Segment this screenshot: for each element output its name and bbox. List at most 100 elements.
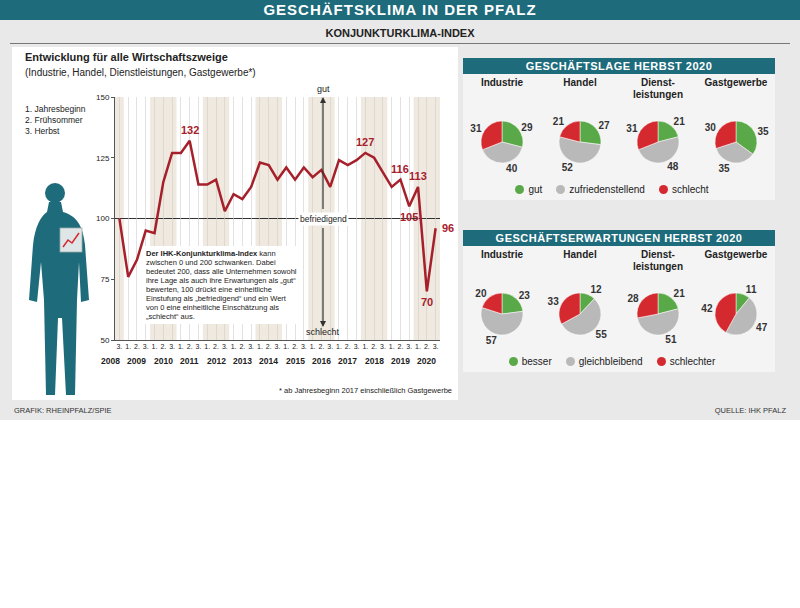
svg-text:1.: 1. <box>415 343 421 350</box>
svg-text:125: 125 <box>96 154 110 163</box>
svg-text:2.: 2. <box>345 343 351 350</box>
svg-text:31: 31 <box>626 123 638 134</box>
svg-text:96: 96 <box>442 222 454 234</box>
html-text:GESCHÄFTSKLIMA IN DER PFALZ: GESCHÄFTSKLIMA IN DER PFALZ <box>263 1 537 18</box>
svg-text:27: 27 <box>599 120 611 131</box>
svg-text:3.: 3. <box>301 343 307 350</box>
svg-text:2.: 2. <box>213 343 219 350</box>
svg-text:21: 21 <box>674 288 686 299</box>
svg-text:3.: 3. <box>380 343 386 350</box>
svg-text:1.: 1. <box>310 343 316 350</box>
svg-text:23: 23 <box>519 290 531 301</box>
html-text:KONJUNKTURKLIMA-INDEX: KONJUNKTURKLIMA-INDEX <box>325 27 475 39</box>
svg-text:150: 150 <box>96 93 110 102</box>
svg-text:51: 51 <box>665 334 677 345</box>
svg-text:2.: 2. <box>266 343 272 350</box>
svg-text:75: 75 <box>100 275 109 284</box>
svg-text:1.: 1. <box>336 343 342 350</box>
svg-text:2.: 2. <box>134 343 140 350</box>
svg-text:1.: 1. <box>204 343 210 350</box>
svg-text:2009: 2009 <box>127 356 146 366</box>
svg-text:1.: 1. <box>389 343 395 350</box>
svg-text:70: 70 <box>421 296 433 308</box>
svg-text:1.: 1. <box>152 343 158 350</box>
svg-text:21: 21 <box>674 116 686 127</box>
svg-text:3.: 3. <box>433 343 439 350</box>
svg-text:3.: 3. <box>275 343 281 350</box>
svg-text:48: 48 <box>667 161 679 172</box>
svg-text:52: 52 <box>562 162 574 173</box>
svg-text:21: 21 <box>553 116 565 127</box>
svg-text:1.: 1. <box>231 343 237 350</box>
svg-text:2016: 2016 <box>312 356 331 366</box>
svg-text:50: 50 <box>100 336 109 345</box>
svg-text:gut: gut <box>317 84 330 94</box>
svg-text:3.: 3. <box>248 343 254 350</box>
svg-text:55: 55 <box>596 329 608 340</box>
svg-text:2008: 2008 <box>101 356 120 366</box>
svg-text:35: 35 <box>757 126 769 137</box>
svg-text:3.: 3. <box>143 343 149 350</box>
svg-text:3.: 3. <box>169 343 175 350</box>
svg-text:2011: 2011 <box>180 356 199 366</box>
svg-text:116: 116 <box>391 163 409 175</box>
svg-text:12: 12 <box>590 284 602 295</box>
svg-text:2.: 2. <box>160 343 166 350</box>
html-text:Handel: Handel <box>563 77 597 88</box>
svg-text:2019: 2019 <box>391 356 410 366</box>
html-text:Dienst­leistungen: Dienst­leistungen <box>633 77 683 100</box>
svg-text:2.: 2. <box>371 343 377 350</box>
svg-text:3.: 3. <box>406 343 412 350</box>
svg-text:2018: 2018 <box>365 356 384 366</box>
svg-text:2.: 2. <box>239 343 245 350</box>
svg-text:47: 47 <box>756 322 768 333</box>
svg-text:1.: 1. <box>257 343 263 350</box>
svg-text:3.: 3. <box>327 343 333 350</box>
svg-text:2.: 2. <box>292 343 298 350</box>
svg-text:2.: 2. <box>424 343 430 350</box>
html-text:Entwicklung für alle Wirtschaf: Entwicklung für alle Wirtschaftszweige <box>25 51 228 63</box>
svg-text:28: 28 <box>628 293 640 304</box>
svg-text:113: 113 <box>409 170 427 182</box>
svg-text:20: 20 <box>475 288 487 299</box>
svg-text:1.: 1. <box>362 343 368 350</box>
svg-text:3.: 3. <box>196 343 202 350</box>
svg-text:35: 35 <box>718 163 730 174</box>
svg-text:2014: 2014 <box>259 356 278 366</box>
svg-text:schlecht: schlecht <box>306 327 340 337</box>
html-text:Dienst­leistungen: Dienst­leistungen <box>633 249 683 272</box>
svg-text:3.: 3. <box>116 343 122 350</box>
svg-text:33: 33 <box>548 296 560 307</box>
html-text:GESCHÄFTSLAGE HERBST 2020: GESCHÄFTSLAGE HERBST 2020 <box>525 60 713 72</box>
svg-text:2020: 2020 <box>417 356 436 366</box>
svg-text:105: 105 <box>400 211 418 223</box>
svg-text:30: 30 <box>705 122 717 133</box>
svg-text:127: 127 <box>356 136 374 148</box>
svg-text:42: 42 <box>701 303 713 314</box>
svg-text:132: 132 <box>181 124 199 136</box>
html-text:Der IHK-Konjunkturklima-Index: Der IHK-Konjunkturklima-Index kann zwisc… <box>146 249 297 321</box>
svg-text:1.: 1. <box>283 343 289 350</box>
svg-text:2015: 2015 <box>286 356 305 366</box>
svg-text:3.: 3. <box>222 343 228 350</box>
html-text:GESCHÄFTSERWARTUNGEN HERBST 20: GESCHÄFTSERWARTUNGEN HERBST 2020 <box>495 232 743 244</box>
svg-text:40: 40 <box>506 163 518 174</box>
svg-text:2.: 2. <box>187 343 193 350</box>
svg-text:2012: 2012 <box>207 356 226 366</box>
svg-text:2.: 2. <box>318 343 324 350</box>
svg-text:3.: 3. <box>354 343 360 350</box>
html-text:(Industrie, Handel, Dienstleis: (Industrie, Handel, Dienstleistungen, Ga… <box>25 67 256 78</box>
svg-text:29: 29 <box>521 122 533 133</box>
svg-text:1.: 1. <box>178 343 184 350</box>
svg-text:2010: 2010 <box>154 356 173 366</box>
svg-text:2013: 2013 <box>233 356 252 366</box>
svg-text:57: 57 <box>486 335 498 346</box>
html-text:Industrie: Industrie <box>480 77 524 88</box>
svg-text:2017: 2017 <box>338 356 357 366</box>
svg-text:31: 31 <box>470 123 482 134</box>
svg-text:2.: 2. <box>398 343 404 350</box>
svg-text:100: 100 <box>96 214 110 223</box>
svg-text:11: 11 <box>746 284 757 295</box>
svg-text:1.: 1. <box>125 343 131 350</box>
svg-text:befriedigend: befriedigend <box>300 214 347 224</box>
